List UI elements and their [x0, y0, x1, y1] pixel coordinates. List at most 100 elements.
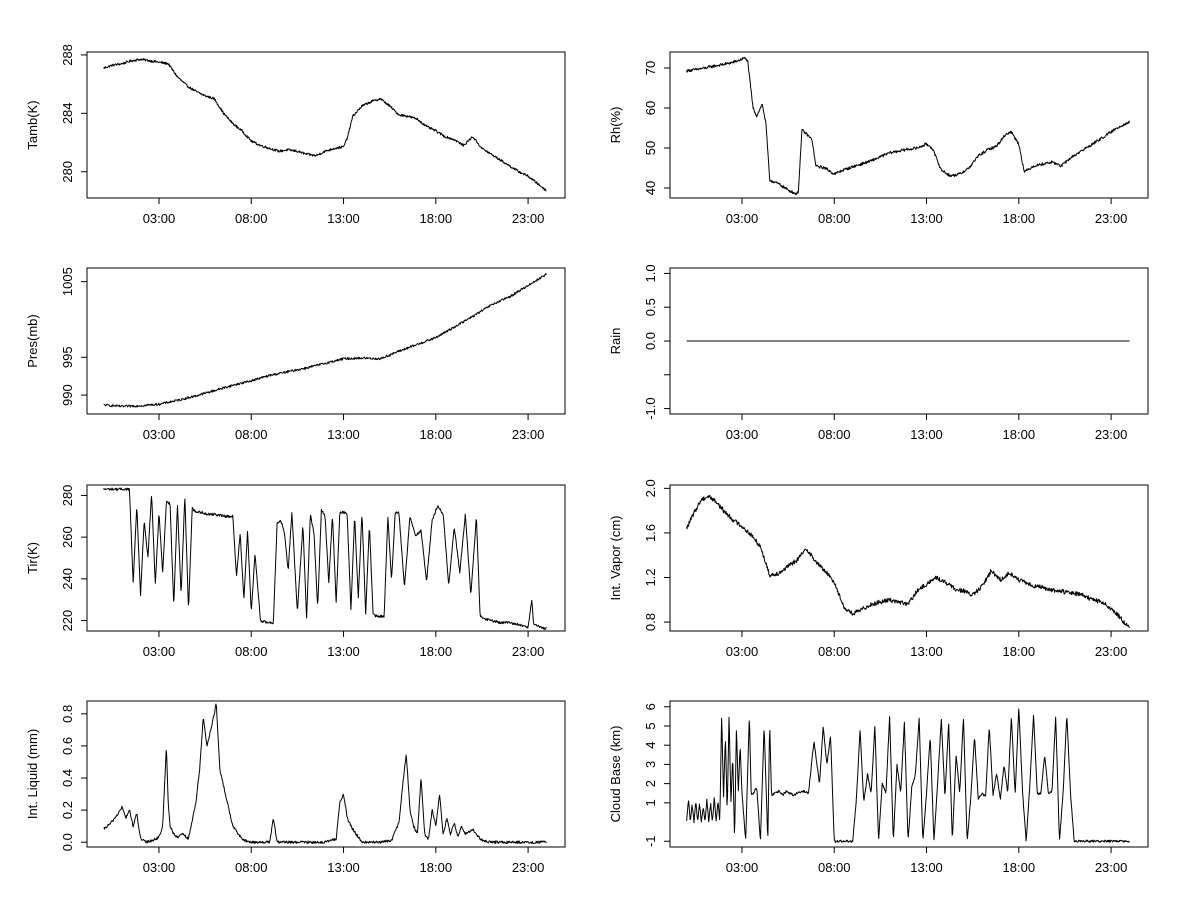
- y-tick-label: 280: [60, 485, 75, 507]
- y-axis-label: Cloud Base (km): [608, 726, 623, 823]
- y-tick-label: 40: [643, 181, 658, 195]
- x-tick-label: 13:00: [327, 860, 360, 875]
- plot-frame: [669, 484, 1149, 632]
- x-tick-label: 18:00: [1003, 644, 1036, 659]
- x-tick-label: 13:00: [910, 211, 943, 226]
- x-tick-label: 18:00: [420, 211, 453, 226]
- y-axis-label: Int. Liquid (mm): [25, 729, 40, 819]
- plot-frame: [669, 700, 1149, 848]
- y-tick-label: 0.2: [60, 801, 75, 819]
- y-tick-label: -1: [643, 835, 658, 847]
- x-tick-label: 13:00: [327, 211, 360, 226]
- y-axis-label: Rh(%): [608, 107, 623, 144]
- y-tick-label: 220: [60, 610, 75, 632]
- x-tick-label: 13:00: [327, 644, 360, 659]
- y-tick-label: 2.0: [643, 479, 658, 497]
- x-tick-label: 23:00: [1095, 860, 1128, 875]
- y-tick-label: 70: [643, 61, 658, 75]
- y-axis-label: Pres(mb): [25, 314, 40, 367]
- y-tick-label: 0.4: [60, 769, 75, 787]
- x-tick-label: 23:00: [1095, 211, 1128, 226]
- x-tick-label: 03:00: [726, 860, 759, 875]
- x-tick-label: 18:00: [1003, 211, 1036, 226]
- x-tick-label: 03:00: [143, 211, 176, 226]
- y-tick-label: 260: [60, 526, 75, 548]
- x-tick-label: 13:00: [327, 427, 360, 442]
- x-tick-label: 13:00: [910, 644, 943, 659]
- series-line-int-vapor-cm: [686, 494, 1130, 629]
- y-tick-label: 1.2: [643, 568, 658, 586]
- y-tick-label: 0.0: [60, 833, 75, 851]
- panel-tamb-k: 03:00 08:00 13:00 18:00 23:00 280 284 288 Tamb(K…: [25, 44, 566, 226]
- x-tick-label: 08:00: [818, 427, 851, 442]
- x-tick-label: 03:00: [143, 644, 176, 659]
- x-tick-label: 03:00: [726, 644, 759, 659]
- x-tick-label: 23:00: [512, 211, 545, 226]
- x-tick-label: 18:00: [420, 860, 453, 875]
- x-tick-label: 08:00: [235, 211, 268, 226]
- series-line-cloud-base-km: [686, 708, 1130, 843]
- y-tick-label: 995: [60, 346, 75, 368]
- y-tick-label: 2: [643, 780, 658, 787]
- x-tick-label: 08:00: [235, 644, 268, 659]
- y-tick-label: 0.0: [643, 332, 658, 350]
- y-axis-label: Tamb(K): [25, 100, 40, 149]
- panel-rh: 03:00 08:00 13:00 18:00 23:00 40 50 60 70 Rh(%): [608, 51, 1149, 226]
- y-tick-label: 1.6: [643, 524, 658, 542]
- x-tick-label: 18:00: [1003, 860, 1036, 875]
- x-tick-label: 23:00: [1095, 427, 1128, 442]
- y-tick-label: 240: [60, 568, 75, 590]
- x-tick-label: 03:00: [143, 427, 176, 442]
- x-tick-label: 08:00: [818, 860, 851, 875]
- plot-frame: [669, 51, 1149, 199]
- series-line-rh: [686, 56, 1131, 196]
- x-tick-label: 08:00: [235, 427, 268, 442]
- y-tick-label: 0.8: [60, 705, 75, 723]
- y-tick-label: 990: [60, 384, 75, 406]
- y-tick-label: 288: [60, 44, 75, 66]
- y-axis-label: Rain: [608, 328, 623, 355]
- x-tick-label: 18:00: [1003, 427, 1036, 442]
- panel-pres-mb: 03:00 08:00 13:00 18:00 23:00 990 995 1005 Pres(…: [25, 267, 566, 442]
- y-tick-label: 0.8: [643, 613, 658, 631]
- panel-rain: 03:00 08:00 13:00 18:00 23:00 -1.0 0.0 0.5 1.0 Ra…: [608, 264, 1149, 442]
- x-tick-label: 18:00: [420, 644, 453, 659]
- series-line-pres-mb: [103, 273, 547, 408]
- plot-frame: [86, 51, 566, 199]
- x-tick-label: 08:00: [818, 211, 851, 226]
- y-axis-label: Tir(K): [25, 542, 40, 574]
- y-tick-label: 280: [60, 161, 75, 183]
- y-tick-label: 3: [643, 761, 658, 768]
- plot-frame: [86, 484, 566, 632]
- y-tick-label: 60: [643, 101, 658, 115]
- y-tick-label: 1005: [60, 267, 75, 296]
- x-tick-label: 23:00: [512, 644, 545, 659]
- x-tick-label: 23:00: [1095, 644, 1128, 659]
- panel-int-vapor-cm: 03:00 08:00 13:00 18:00 23:00 0.8 1.2 1.6 2.0 Int…: [608, 479, 1149, 659]
- x-tick-label: 18:00: [420, 427, 453, 442]
- y-tick-label: 50: [643, 141, 658, 155]
- series-line-tamb-k: [103, 58, 547, 192]
- y-tick-label: 1.0: [643, 264, 658, 282]
- panel-int-liquid-mm: 03:00 08:00 13:00 18:00 23:00 0.0 0.2 0.4 0.6 0.8…: [25, 700, 566, 875]
- series-line-int-liquid-mm: [103, 703, 547, 844]
- x-tick-label: 23:00: [512, 427, 545, 442]
- x-tick-label: 23:00: [512, 860, 545, 875]
- y-tick-label: 0.6: [60, 737, 75, 755]
- series-line-tir-k: [103, 487, 547, 631]
- x-tick-label: 13:00: [910, 427, 943, 442]
- x-tick-label: 03:00: [726, 211, 759, 226]
- y-tick-label: 0.5: [643, 298, 658, 316]
- y-tick-label: 5: [643, 722, 658, 729]
- panel-tir-k: 03:00 08:00 13:00 18:00 23:00 220 240 260 280 Tir…: [25, 484, 566, 659]
- plot-frame: [86, 267, 566, 415]
- x-tick-label: 08:00: [818, 644, 851, 659]
- y-tick-label: 284: [60, 102, 75, 124]
- y-axis-label: Int. Vapor (cm): [608, 515, 623, 600]
- x-tick-label: 03:00: [726, 427, 759, 442]
- y-tick-label: 4: [643, 742, 658, 749]
- y-tick-label: 6: [643, 703, 658, 710]
- y-tick-label: -1.0: [643, 397, 658, 419]
- y-tick-label: 1: [643, 799, 658, 806]
